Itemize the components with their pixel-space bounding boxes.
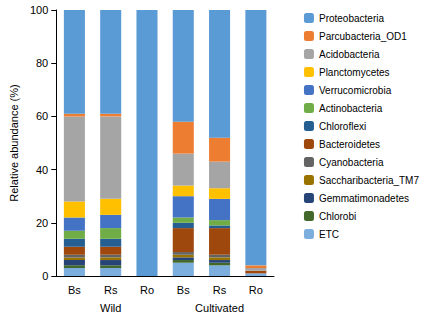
svg-text:Ro: Ro [140, 284, 154, 296]
svg-text:ETC: ETC [319, 229, 339, 240]
svg-text:80: 80 [36, 57, 48, 69]
svg-text:Chloroflexi: Chloroflexi [319, 121, 366, 132]
svg-text:Verrucomicrobia: Verrucomicrobia [319, 85, 392, 96]
svg-text:Wild: Wild [100, 302, 121, 314]
svg-text:Cultivated: Cultivated [195, 302, 244, 314]
svg-text:0: 0 [42, 270, 48, 282]
svg-text:40: 40 [36, 164, 48, 176]
svg-text:Proteobacteria: Proteobacteria [319, 13, 384, 24]
svg-text:Planctomycetes: Planctomycetes [319, 67, 390, 78]
svg-text:20: 20 [36, 217, 48, 229]
svg-text:Acidobacteria: Acidobacteria [319, 49, 380, 60]
svg-text:100: 100 [30, 4, 48, 16]
svg-text:Chlorobi: Chlorobi [319, 211, 356, 222]
svg-text:Gemmatimonadetes: Gemmatimonadetes [319, 193, 409, 204]
svg-text:Rs: Rs [104, 284, 118, 296]
svg-text:Saccharibacteria_TM7: Saccharibacteria_TM7 [319, 175, 419, 186]
svg-text:Bs: Bs [68, 284, 81, 296]
svg-text:Relative abundance (%): Relative abundance (%) [8, 84, 20, 201]
svg-text:Parcubacteria_OD1: Parcubacteria_OD1 [319, 31, 407, 42]
svg-text:60: 60 [36, 110, 48, 122]
svg-text:Ro: Ro [249, 284, 263, 296]
svg-text:Bacteroidetes: Bacteroidetes [319, 139, 380, 150]
svg-text:Bs: Bs [177, 284, 190, 296]
svg-text:Rs: Rs [213, 284, 227, 296]
svg-text:Cyanobacteria: Cyanobacteria [319, 157, 384, 168]
svg-text:Actinobacteria: Actinobacteria [319, 103, 383, 114]
